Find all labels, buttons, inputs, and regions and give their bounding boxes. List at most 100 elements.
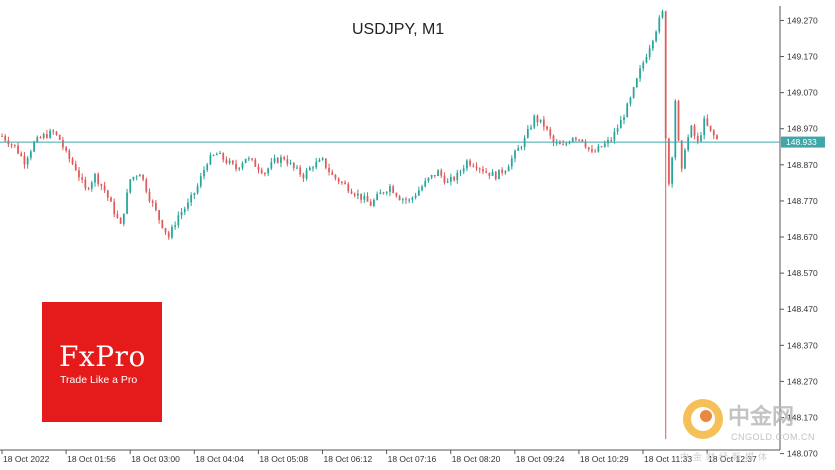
candle-body <box>437 170 439 177</box>
candle-body <box>369 201 372 206</box>
candle-body <box>639 68 641 79</box>
candle-body <box>379 192 382 195</box>
watermark-sub: 中金财经新媒体 <box>680 451 771 463</box>
candle-body <box>443 175 446 183</box>
candle-body <box>462 168 465 172</box>
candle-body <box>94 173 96 183</box>
watermark-en: CNGOLD.COM.CN <box>731 432 815 442</box>
candle-body <box>52 130 55 132</box>
candle-body <box>658 17 661 32</box>
candle-body <box>687 137 690 150</box>
candle-body <box>546 126 548 130</box>
candle-body <box>395 193 398 197</box>
candle-body <box>78 170 80 178</box>
candle-body <box>337 178 340 182</box>
candle-body <box>29 151 32 158</box>
watermark-coin-icon <box>683 399 723 439</box>
candle-body <box>453 177 455 181</box>
candle-body <box>122 213 125 224</box>
candle-body <box>385 192 388 194</box>
candle-body <box>616 128 619 132</box>
candle-body <box>677 100 680 141</box>
candle-body <box>193 192 196 195</box>
candle-body <box>20 153 23 156</box>
x-tick-label: 18 Oct 03:00 <box>131 454 180 464</box>
y-tick-label: 148.370 <box>787 340 818 350</box>
chart-title: USDJPY, M1 <box>352 21 444 38</box>
candle-body <box>171 226 173 238</box>
current-price-label: 148.933 <box>786 137 817 147</box>
candle-body <box>507 166 510 172</box>
candle-body <box>552 135 555 143</box>
candle-body <box>373 199 375 206</box>
candle-body <box>578 139 581 141</box>
candle-body <box>491 171 494 176</box>
candle-body <box>36 137 39 142</box>
candle-body <box>10 144 13 146</box>
candle-body <box>46 133 48 138</box>
candle-body <box>270 162 273 169</box>
candle-body <box>651 40 654 49</box>
candle-body <box>350 191 353 194</box>
candle-body <box>110 197 112 202</box>
candle-body <box>238 167 241 170</box>
candle-body <box>286 159 289 164</box>
candle-body <box>591 149 593 152</box>
candle-body <box>433 175 436 177</box>
x-tick-label: 18 Oct 06:12 <box>324 454 373 464</box>
y-tick-label: 148.970 <box>787 124 818 134</box>
candle-body <box>562 144 564 146</box>
logo-brand: FxPro <box>59 340 146 373</box>
y-tick-label: 148.670 <box>787 232 818 242</box>
candle-body <box>421 186 423 191</box>
candle-body <box>190 194 193 203</box>
x-tick-label: 18 Oct 01:56 <box>67 454 116 464</box>
current-price-badge: 148.933 <box>781 136 825 148</box>
candle-body <box>610 139 613 141</box>
candle-body <box>680 140 683 169</box>
candle-body <box>411 197 414 200</box>
candle-body <box>273 157 276 163</box>
candle-body <box>408 199 411 201</box>
candle-body <box>347 184 350 192</box>
candle-body <box>475 166 478 169</box>
candle-body <box>39 137 42 139</box>
candle-body <box>417 190 420 196</box>
candle-body <box>235 163 237 170</box>
candle-body <box>132 176 135 180</box>
candle-body <box>555 142 558 144</box>
candle-body <box>482 169 484 172</box>
fxpro-logo: FxPro Trade Like a Pro <box>42 302 162 422</box>
candle-body <box>4 136 7 141</box>
candle-body <box>199 176 202 187</box>
y-axis-ticks: 149.270 149.170 149.070 148.970 148.870 148.7… <box>780 15 818 459</box>
candle-body <box>382 192 385 194</box>
candle-body <box>145 179 148 192</box>
y-tick-label: 149.070 <box>787 88 818 98</box>
candle-body <box>469 160 471 166</box>
candle-body <box>267 168 270 174</box>
candle-body <box>292 162 295 168</box>
candle-body <box>106 190 109 198</box>
candle-body <box>712 130 715 136</box>
candle-body <box>414 195 417 198</box>
candle-body <box>536 115 539 123</box>
candle-body <box>215 153 218 156</box>
candle-body <box>459 171 462 173</box>
candle-body <box>693 125 696 136</box>
y-tick-label: 148.070 <box>787 449 818 459</box>
candle-body <box>488 172 491 176</box>
y-tick-label: 149.170 <box>787 52 818 62</box>
candle-body <box>587 147 590 150</box>
x-tick-label: 18 Oct 08:20 <box>452 454 501 464</box>
candle-body <box>257 166 260 170</box>
candle-body <box>305 170 308 179</box>
candle-body <box>398 196 401 201</box>
candle-body <box>344 182 346 185</box>
candle-body <box>49 130 51 138</box>
candle-body <box>709 125 712 131</box>
candle-body <box>575 137 577 140</box>
candle-body <box>196 186 199 193</box>
candle-body <box>74 163 77 171</box>
